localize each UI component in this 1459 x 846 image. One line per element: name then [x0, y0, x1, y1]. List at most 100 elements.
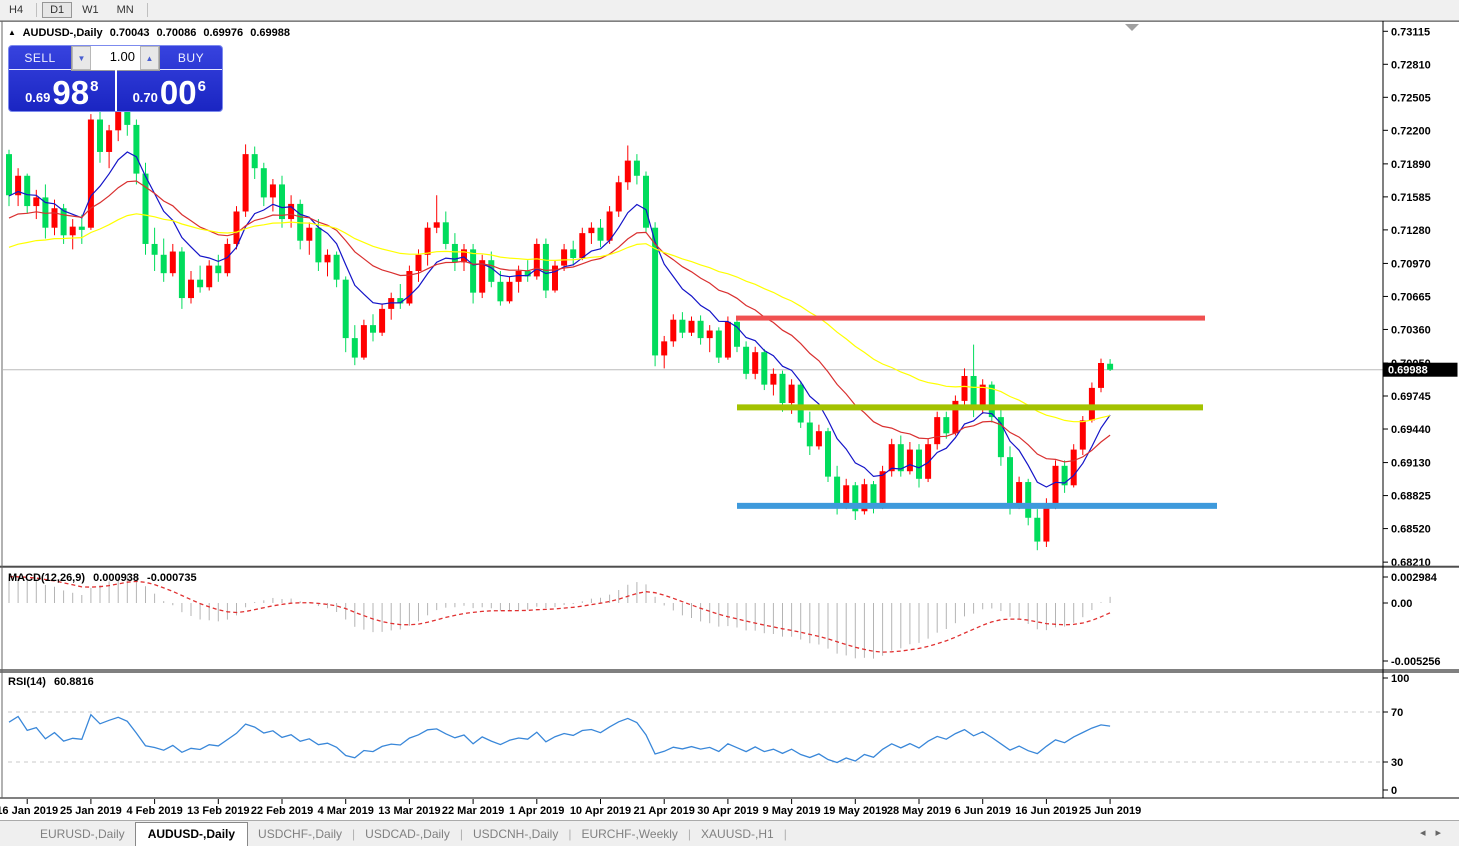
svg-text:0.69130: 0.69130 [1391, 458, 1431, 470]
svg-text:0.002984: 0.002984 [1391, 572, 1438, 584]
tab-xauusd-h1[interactable]: XAUUSD-,H1 [701, 826, 774, 841]
svg-text:4 Mar 2019: 4 Mar 2019 [318, 805, 374, 817]
svg-text:25 Jun 2019: 25 Jun 2019 [1079, 805, 1141, 817]
buy-price-pips: 00 [159, 74, 197, 111]
volume-decrease-icon[interactable]: ▼ [72, 46, 91, 70]
rsi-line [8, 713, 1111, 764]
svg-text:0.72505: 0.72505 [1391, 92, 1431, 104]
horizontal-level-line-2[interactable] [737, 502, 1217, 509]
rsi-pane[interactable] [8, 711, 1383, 764]
svg-text:0.72200: 0.72200 [1391, 125, 1431, 137]
svg-text:0.69745: 0.69745 [1391, 391, 1431, 403]
svg-text:100: 100 [1391, 673, 1409, 685]
rsi-indicator-label: RSI(14) 60.8816 [8, 676, 99, 688]
svg-text:0.73115: 0.73115 [1391, 26, 1430, 38]
candles-layer [6, 103, 1114, 551]
volume-increase-icon[interactable]: ▲ [140, 46, 159, 70]
svg-text:0.69440: 0.69440 [1391, 424, 1431, 436]
macd-signal-line [8, 576, 1111, 653]
tab-separator: | [687, 826, 692, 841]
svg-text:30 Apr 2019: 30 Apr 2019 [697, 805, 758, 817]
macd-signal-value: -0.000735 [147, 572, 197, 584]
tab-separator: | [352, 826, 356, 841]
one-click-trading-panel: SELL ▼ 1.00 ▲ BUY 0.69 98 8 0.70 00 6 [8, 45, 223, 112]
tab-usdcad-daily[interactable]: USDCAD-,Daily [365, 826, 450, 841]
svg-text:16 Jan 2019: 16 Jan 2019 [0, 805, 58, 817]
tab-scroll-left-icon[interactable]: ◂ [1419, 827, 1436, 839]
svg-text:-0.005256: -0.005256 [1391, 656, 1441, 668]
sell-price-point: 8 [90, 78, 99, 95]
horizontal-level-line-1[interactable] [737, 404, 1203, 411]
macd-pane[interactable] [8, 575, 1111, 659]
sell-price-base: 0.69 [25, 90, 51, 105]
moving-average-45 [8, 213, 1111, 423]
svg-text:0.70360: 0.70360 [1391, 324, 1431, 336]
tab-usdcnh-daily[interactable]: USDCNH-,Daily [472, 826, 559, 841]
volume-input[interactable]: 1.00 [91, 46, 140, 70]
rsi-value: 60.8816 [53, 676, 94, 688]
svg-text:22 Feb 2019: 22 Feb 2019 [251, 805, 313, 817]
tab-eurchf-weekly[interactable]: EURCHF-,Weekly [581, 826, 678, 841]
current-price-tag [1383, 362, 1458, 377]
timeframe-mn-button[interactable]: MN [116, 4, 134, 16]
tab-separator: | [459, 826, 463, 841]
svg-text:1 Apr 2019: 1 Apr 2019 [509, 805, 564, 817]
buy-price-display[interactable]: 0.70 00 6 [117, 70, 223, 111]
svg-text:13 Mar 2019: 13 Mar 2019 [378, 805, 440, 817]
svg-text:22 Mar 2019: 22 Mar 2019 [442, 805, 504, 817]
svg-text:0: 0 [1391, 785, 1397, 797]
svg-text:10 Apr 2019: 10 Apr 2019 [570, 805, 631, 817]
svg-text:19 May 2019: 19 May 2019 [823, 805, 887, 817]
timeframe-h4-button[interactable]: H4 [9, 4, 24, 16]
tab-separator: | [568, 826, 572, 841]
sell-price-display[interactable]: 0.69 98 8 [9, 70, 117, 111]
main-price-pane[interactable] [3, 103, 1383, 551]
date-scale[interactable]: 16 Jan 2019 25 Jan 2019 4 Feb 2019 13 Feb 2… [0, 799, 1141, 817]
svg-text:0.71585: 0.71585 [1391, 192, 1431, 204]
svg-text:28 May 2019: 28 May 2019 [887, 805, 951, 817]
svg-text:13 Feb 2019: 13 Feb 2019 [187, 805, 249, 817]
svg-text:25 Jan 2019: 25 Jan 2019 [60, 805, 122, 817]
svg-text:16 Jun 2019: 16 Jun 2019 [1015, 805, 1077, 817]
chart-shift-marker-icon[interactable] [1125, 24, 1139, 31]
tab-separator: | [783, 826, 787, 841]
ohlc-high: 0.70086 [156, 27, 197, 39]
price-scale[interactable]: 0.73115 0.72810 0.72505 0.72200 0.71890 0.715… [1383, 26, 1458, 797]
macd-indicator-label: MACD(12,26,9) 0.000938 -0.000735 [8, 572, 202, 584]
volume-stepper: ▼ 1.00 ▲ [71, 46, 160, 71]
ohlc-open: 0.70043 [109, 27, 150, 39]
svg-text:0.71890: 0.71890 [1391, 159, 1431, 171]
tab-eurusd-daily[interactable]: EURUSD-,Daily [40, 826, 125, 841]
svg-text:0.70970: 0.70970 [1391, 258, 1431, 270]
timeframe-w1-button[interactable]: W1 [82, 4, 99, 16]
svg-text:0.70665: 0.70665 [1391, 291, 1431, 303]
svg-text:0.00: 0.00 [1391, 598, 1412, 610]
svg-text:70: 70 [1391, 707, 1403, 719]
timeframe-d1-button[interactable]: D1 [42, 2, 73, 18]
svg-text:0.68520: 0.68520 [1391, 524, 1431, 536]
collapse-panel-icon[interactable]: ▲ [8, 28, 16, 37]
moving-average-20 [8, 180, 1111, 463]
tab-usdchf-daily[interactable]: USDCHF-,Daily [258, 826, 343, 841]
macd-main-value: 0.000938 [93, 572, 139, 584]
svg-text:9 May 2019: 9 May 2019 [763, 805, 821, 817]
sell-button[interactable]: SELL [24, 51, 56, 65]
chart-symbol-title: AUDUSD-,Daily [22, 27, 103, 39]
tab-audusd-daily[interactable]: AUDUSD-,Daily [134, 821, 249, 846]
tab-scroll-arrows[interactable]: ◂▸ [1420, 826, 1451, 839]
buy-button[interactable]: BUY [177, 51, 205, 65]
ohlc-close: 0.69988 [250, 27, 290, 39]
svg-text:0.71280: 0.71280 [1391, 225, 1431, 237]
svg-text:0.72810: 0.72810 [1391, 59, 1431, 71]
tab-scroll-right-icon[interactable]: ▸ [1435, 827, 1451, 839]
symbol-tab-bar: EURUSD-,Daily AUDUSD-,Daily USDCHF-,Dail… [0, 820, 1459, 846]
horizontal-level-line-0[interactable] [736, 315, 1205, 321]
svg-text:0.68825: 0.68825 [1391, 491, 1431, 503]
buy-price-base: 0.70 [132, 90, 158, 105]
rsi-name: RSI(14) [8, 676, 46, 688]
svg-text:0.69988: 0.69988 [1388, 365, 1428, 377]
toolbar-separator [146, 3, 148, 17]
svg-text:6 Jun 2019: 6 Jun 2019 [955, 805, 1011, 817]
toolbar-separator [36, 3, 38, 17]
